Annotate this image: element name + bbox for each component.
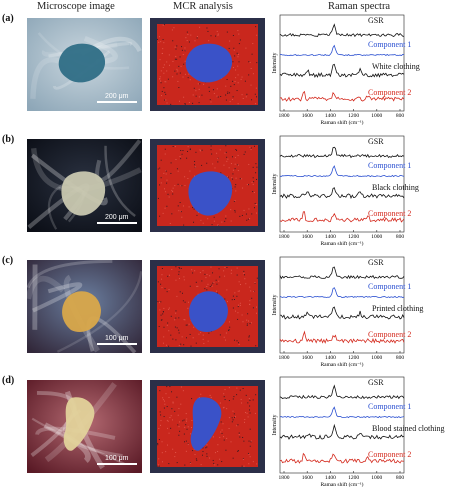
x-tick-label: 1000 [371, 355, 382, 361]
spectrum-line-gsr [279, 266, 405, 280]
spectrum-line-clothing [279, 187, 405, 199]
scale-bar-label: 200 μm [105, 93, 129, 100]
x-tick-label: 1600 [302, 355, 313, 361]
raman-spectra-plot: Intensity 1800 1600 1400 1200 1000 800 Raman sh… [268, 13, 474, 125]
spectrum-line-c1 [279, 406, 405, 419]
raman-spectra-plot: Intensity 1800 1600 1400 1200 1000 800 Raman sh… [268, 134, 474, 246]
spectrum-line-c1 [279, 44, 405, 57]
spectrum-line-c2 [279, 452, 405, 464]
x-tick-label: 800 [396, 475, 405, 481]
x-tick-label: 1400 [325, 234, 336, 240]
trace-label-c2: Component 2 [368, 330, 411, 339]
spectrum-line-gsr [279, 146, 405, 159]
x-tick-label: 1600 [302, 234, 313, 240]
spectrum-line-c2 [279, 90, 405, 102]
spectrum-line-c2 [279, 211, 405, 223]
x-tick-label: 1000 [371, 234, 382, 240]
x-axis-label: Raman shift (cm⁻¹) [320, 240, 363, 246]
trace-label-c2: Component 2 [368, 209, 411, 218]
spectrum-line-gsr [279, 23, 405, 38]
x-tick-label: 1400 [325, 355, 336, 361]
spectrum-line-c2 [279, 330, 405, 344]
mcr-map [150, 380, 265, 473]
scale-bar [97, 101, 137, 103]
panel-label: (c) [2, 255, 14, 266]
microscope-image [27, 18, 142, 111]
microscope-image [27, 139, 142, 232]
x-tick-label: 800 [396, 355, 405, 361]
trace-label-gsr: GSR [368, 137, 384, 146]
x-tick-label: 1600 [302, 113, 313, 119]
microscope-image [27, 380, 142, 473]
trace-label-c2: Component 2 [368, 88, 411, 97]
x-tick-label: 1400 [325, 475, 336, 481]
trace-label-gsr: GSR [368, 16, 384, 25]
scale-bar [97, 222, 137, 224]
y-axis-label: Intensity [272, 295, 278, 316]
x-tick-label: 1200 [348, 234, 359, 240]
scale-bar-label: 100 μm [105, 455, 129, 462]
spectrum-line-gsr [279, 384, 405, 400]
mcr-map [150, 139, 265, 232]
x-tick-label: 1800 [279, 234, 290, 240]
plot-frame [279, 14, 405, 112]
trace-label-c1: Component 1 [368, 40, 411, 49]
scale-bar [97, 343, 137, 345]
x-tick-label: 800 [396, 113, 405, 119]
spectrum-line-clothing [279, 306, 405, 320]
trace-label-clothing: Blood stained clothing [372, 424, 444, 433]
x-axis-label: Raman shift (cm⁻¹) [320, 481, 363, 487]
x-tick-label: 1800 [279, 113, 290, 119]
mcr-map [150, 18, 265, 111]
raman-spectra-plot: Intensity 1800 1600 1400 1200 1000 800 Raman sh… [268, 255, 474, 367]
scale-bar-label: 100 μm [105, 335, 129, 342]
x-tick-label: 1200 [348, 355, 359, 361]
x-tick-label: 1800 [279, 475, 290, 481]
x-tick-label: 800 [396, 234, 405, 240]
raman-spectra-plot: Intensity 1800 1600 1400 1200 1000 800 Raman sh… [268, 375, 474, 487]
y-axis-label: Intensity [272, 174, 278, 195]
plot-frame [279, 135, 405, 233]
x-tick-label: 1800 [279, 355, 290, 361]
spectrum-line-clothing [279, 423, 405, 440]
spectrum-line-c1 [279, 165, 405, 178]
scale-bar-label: 200 μm [105, 214, 129, 221]
x-tick-label: 1000 [371, 113, 382, 119]
x-tick-label: 1400 [325, 113, 336, 119]
trace-label-clothing: White clothing [372, 62, 420, 71]
trace-label-clothing: Black clothing [372, 183, 419, 192]
panel-label: (a) [2, 13, 14, 24]
panel-label: (d) [2, 375, 15, 386]
microscope-image [27, 260, 142, 353]
trace-label-clothing: Printed clothing [372, 304, 423, 313]
scale-bar [97, 463, 137, 465]
header-mcr-analysis: MCR analysis [173, 1, 233, 12]
x-tick-label: 1200 [348, 113, 359, 119]
header-raman-spectra: Raman spectra [328, 1, 391, 12]
x-tick-label: 1600 [302, 475, 313, 481]
trace-label-gsr: GSR [368, 258, 384, 267]
y-axis-label: Intensity [272, 53, 278, 74]
x-axis-label: Raman shift (cm⁻¹) [320, 361, 363, 367]
x-axis-label: Raman shift (cm⁻¹) [320, 119, 363, 125]
panel-label: (b) [2, 134, 15, 145]
y-axis-label: Intensity [272, 415, 278, 436]
trace-label-gsr: GSR [368, 378, 384, 387]
trace-label-c1: Component 1 [368, 282, 411, 291]
header-microscope-image: Microscope image [37, 1, 115, 12]
spectrum-line-c1 [279, 287, 405, 299]
mcr-map [150, 260, 265, 353]
x-tick-label: 1000 [371, 475, 382, 481]
spectrum-line-clothing [279, 63, 405, 78]
x-tick-label: 1200 [348, 475, 359, 481]
trace-label-c1: Component 1 [368, 402, 411, 411]
plot-frame [279, 256, 405, 354]
plot-frame [279, 376, 405, 474]
trace-label-c1: Component 1 [368, 161, 411, 170]
trace-label-c2: Component 2 [368, 450, 411, 459]
